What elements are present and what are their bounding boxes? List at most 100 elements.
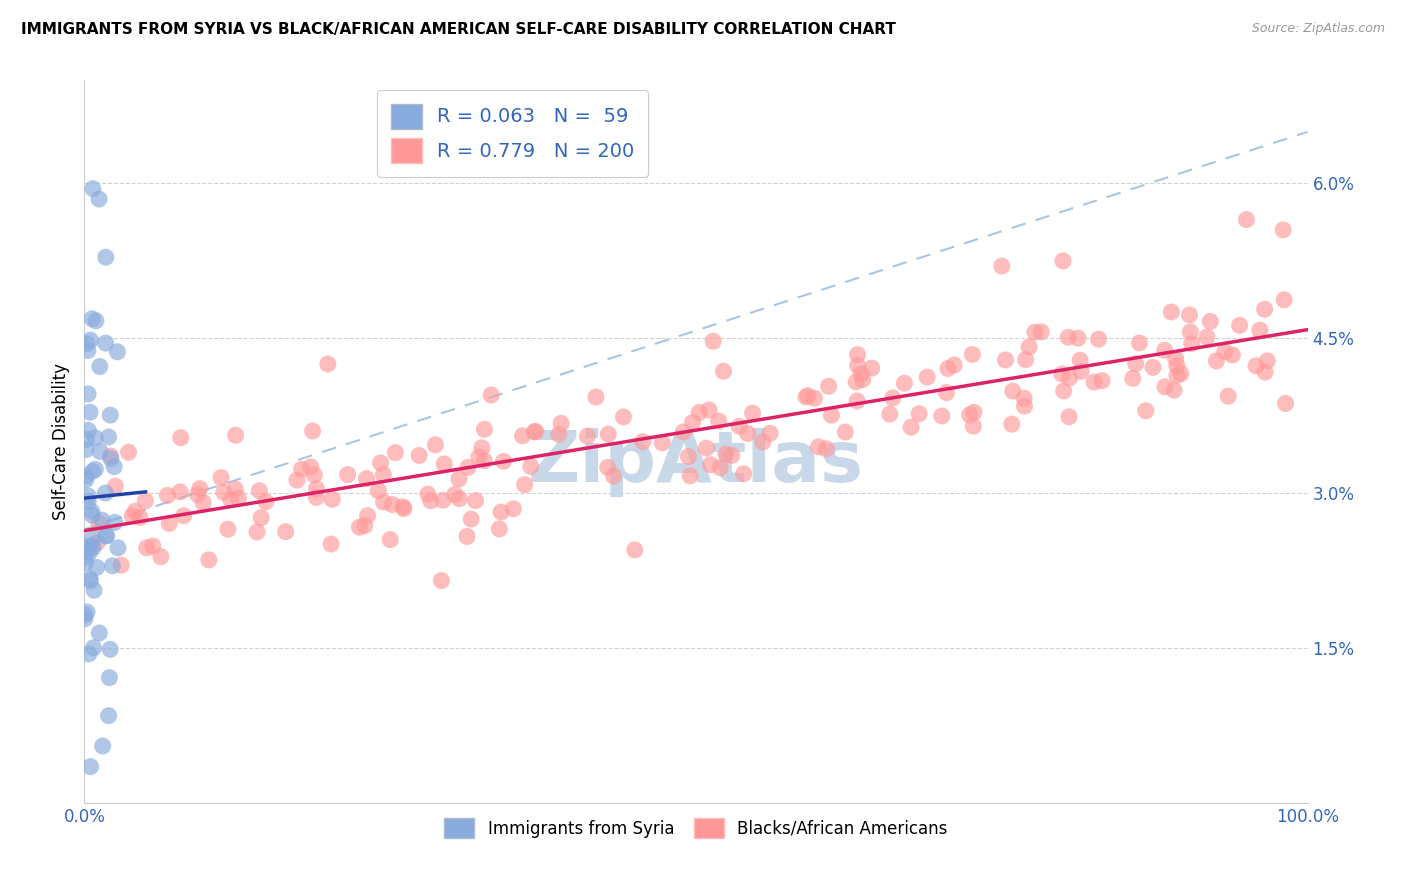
Point [124,504,146,518]
Point [77,494,100,508]
Point [105,344,128,359]
Point [224,482,246,496]
Point [101,558,124,573]
Point [797,389,820,403]
Point [1205,354,1227,368]
Point [103,459,125,474]
Point [936,361,959,376]
Point [98,671,121,685]
Point [1218,389,1240,403]
Point [149,549,172,564]
Point [1057,409,1080,424]
Point [76,433,98,447]
Point [86,560,108,574]
Point [135,541,157,555]
Point [432,493,454,508]
Point [624,542,647,557]
Point [98,642,121,657]
Point [76,605,98,619]
Point [468,450,491,464]
Point [1154,380,1177,394]
Point [77,546,100,560]
Point [1164,351,1187,366]
Point [846,348,869,362]
Point [304,467,326,482]
Point [419,493,441,508]
Point [430,574,453,588]
Point [1135,404,1157,418]
Point [513,477,536,491]
Point [169,484,191,499]
Point [156,488,179,502]
Point [1067,331,1090,345]
Point [384,445,406,459]
Point [845,375,868,389]
Point [84,431,107,445]
Point [1070,364,1092,378]
Point [456,529,478,543]
Point [301,424,323,438]
Y-axis label: Self-Care Disability: Self-Care Disability [52,363,70,520]
Point [502,501,524,516]
Point [846,359,869,373]
Point [547,427,569,442]
Point [959,408,981,422]
Point [759,426,782,441]
Point [512,429,534,443]
Point [699,458,721,472]
Point [170,431,193,445]
Point [316,357,339,371]
Point [602,469,624,483]
Point [893,376,915,391]
Point [197,553,219,567]
Point [79,405,101,419]
Point [752,434,775,449]
Point [1059,371,1081,385]
Point [457,460,479,475]
Point [83,640,105,655]
Point [76,540,98,554]
Point [695,441,717,455]
Point [1050,367,1073,381]
Point [187,487,209,501]
Point [79,571,101,585]
Point [75,469,97,483]
Point [834,425,856,439]
Point [651,435,673,450]
Point [321,492,343,507]
Point [89,444,111,458]
Point [285,473,308,487]
Point [73,612,96,626]
Point [209,470,232,484]
Point [1053,384,1076,398]
Point [1163,383,1185,397]
Point [353,518,375,533]
Point [188,482,211,496]
Point [98,408,121,422]
Point [935,385,957,400]
Point [1178,308,1201,322]
Point [82,508,104,523]
Point [900,420,922,434]
Point [612,409,634,424]
Point [87,516,110,531]
Point [94,250,117,264]
Point [219,492,242,507]
Point [1031,325,1053,339]
Point [931,409,953,423]
Point [1236,212,1258,227]
Point [77,489,100,503]
Point [247,483,270,498]
Point [305,482,328,496]
Point [356,508,378,523]
Point [89,359,111,374]
Point [305,491,328,505]
Point [246,524,269,539]
Point [142,539,165,553]
Point [1001,384,1024,398]
Point [91,513,114,527]
Point [193,495,215,509]
Point [117,445,139,459]
Point [336,467,359,482]
Point [110,558,132,573]
